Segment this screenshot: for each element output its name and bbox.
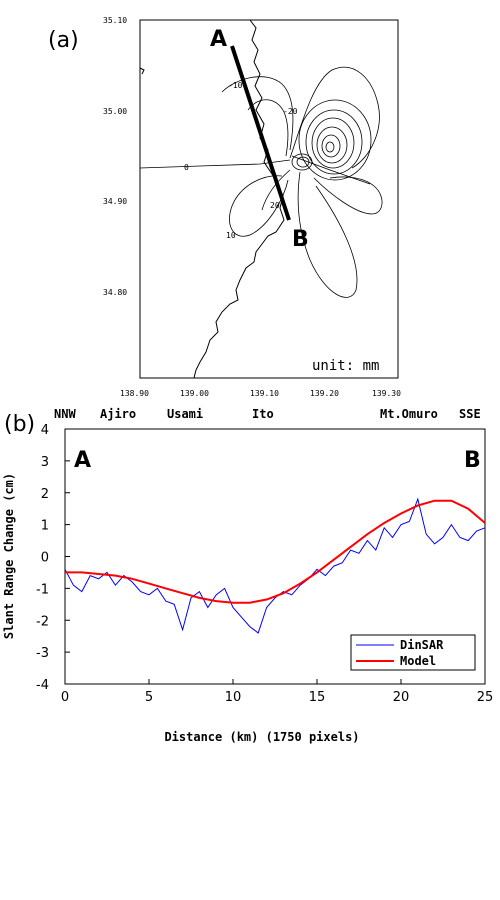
contour-label: 0: [184, 163, 189, 172]
y-tick-label: 3: [41, 455, 49, 470]
x-tick-label: 15: [309, 690, 326, 705]
chart-point-b: B: [464, 448, 481, 473]
y-tick-label: 1: [41, 519, 49, 534]
y-tick-label: -1: [36, 582, 49, 597]
panel-b-label: (b): [4, 412, 35, 437]
map-y-tick: 34.90: [103, 197, 127, 206]
place-name: Usami: [167, 407, 203, 421]
map-y-tick: 34.80: [103, 288, 127, 297]
map-x-tick: 139.10: [250, 389, 279, 398]
place-name: Ito: [252, 407, 274, 421]
x-axis-label: Distance (km) (1750 pixels): [164, 730, 359, 744]
series-line-model: [65, 499, 486, 604]
chart-series: [64, 497, 486, 634]
place-name: Mt.Omuro: [380, 407, 438, 421]
series-line-dinsar: [64, 497, 486, 634]
panel-a: (a) 35.10 35.00 34.90 34.80 138.90 139.0…: [48, 16, 401, 398]
place-name: Ajiro: [100, 407, 136, 421]
contour-label: -10: [228, 81, 243, 90]
coastline: [193, 19, 285, 379]
map-y-tick: 35.00: [103, 107, 127, 116]
panel-a-label: (a): [48, 28, 79, 53]
contour-label: 20: [270, 201, 280, 210]
point-a-label: A: [210, 27, 227, 52]
y-tick-label: 2: [41, 487, 49, 502]
place-name: NNW: [54, 407, 76, 421]
contour-label: 10: [226, 231, 236, 240]
chart-point-a: A: [74, 448, 91, 473]
contours: [139, 66, 383, 298]
x-tick-label: 5: [145, 690, 153, 705]
legend: DinSAR Model: [350, 634, 476, 671]
map-frame: [139, 19, 399, 379]
point-b-label: B: [292, 227, 309, 252]
profile-line: [230, 45, 291, 221]
y-tick-label: -2: [36, 614, 49, 629]
y-tick-label: -3: [36, 646, 49, 661]
x-tick-label: 10: [225, 690, 242, 705]
map-y-tick: 35.10: [103, 16, 127, 25]
y-tick-label: 4: [41, 423, 49, 438]
map-x-tick: 138.90: [120, 389, 149, 398]
legend-label-model: Model: [400, 654, 436, 668]
legend-label-dinsar: DinSAR: [400, 638, 444, 652]
map-x-tick: 139.00: [180, 389, 209, 398]
x-tick-label: 20: [393, 690, 410, 705]
map-x-tick: 139.30: [372, 389, 401, 398]
place-name: SSE: [459, 407, 481, 421]
chart-ticks: 0 5 10 15 20 25 -4 -3 -2 -1 0 1 2 3 4: [36, 423, 493, 705]
legend-box: [350, 634, 476, 671]
contour-label: -20: [283, 107, 298, 116]
coast-fragment: [139, 67, 145, 75]
y-tick-label: 0: [41, 551, 49, 566]
y-axis-label: Slant Range Change (cm): [2, 473, 16, 639]
x-tick-label: 0: [61, 690, 69, 705]
panel-b: (b) NNW Ajiro Usami Ito Mt.Omuro SSE 0 5 1…: [2, 407, 493, 744]
y-tick-label: -4: [36, 678, 49, 693]
unit-label: unit: mm: [312, 358, 379, 374]
map-x-tick: 139.20: [310, 389, 339, 398]
x-tick-label: 25: [477, 690, 494, 705]
